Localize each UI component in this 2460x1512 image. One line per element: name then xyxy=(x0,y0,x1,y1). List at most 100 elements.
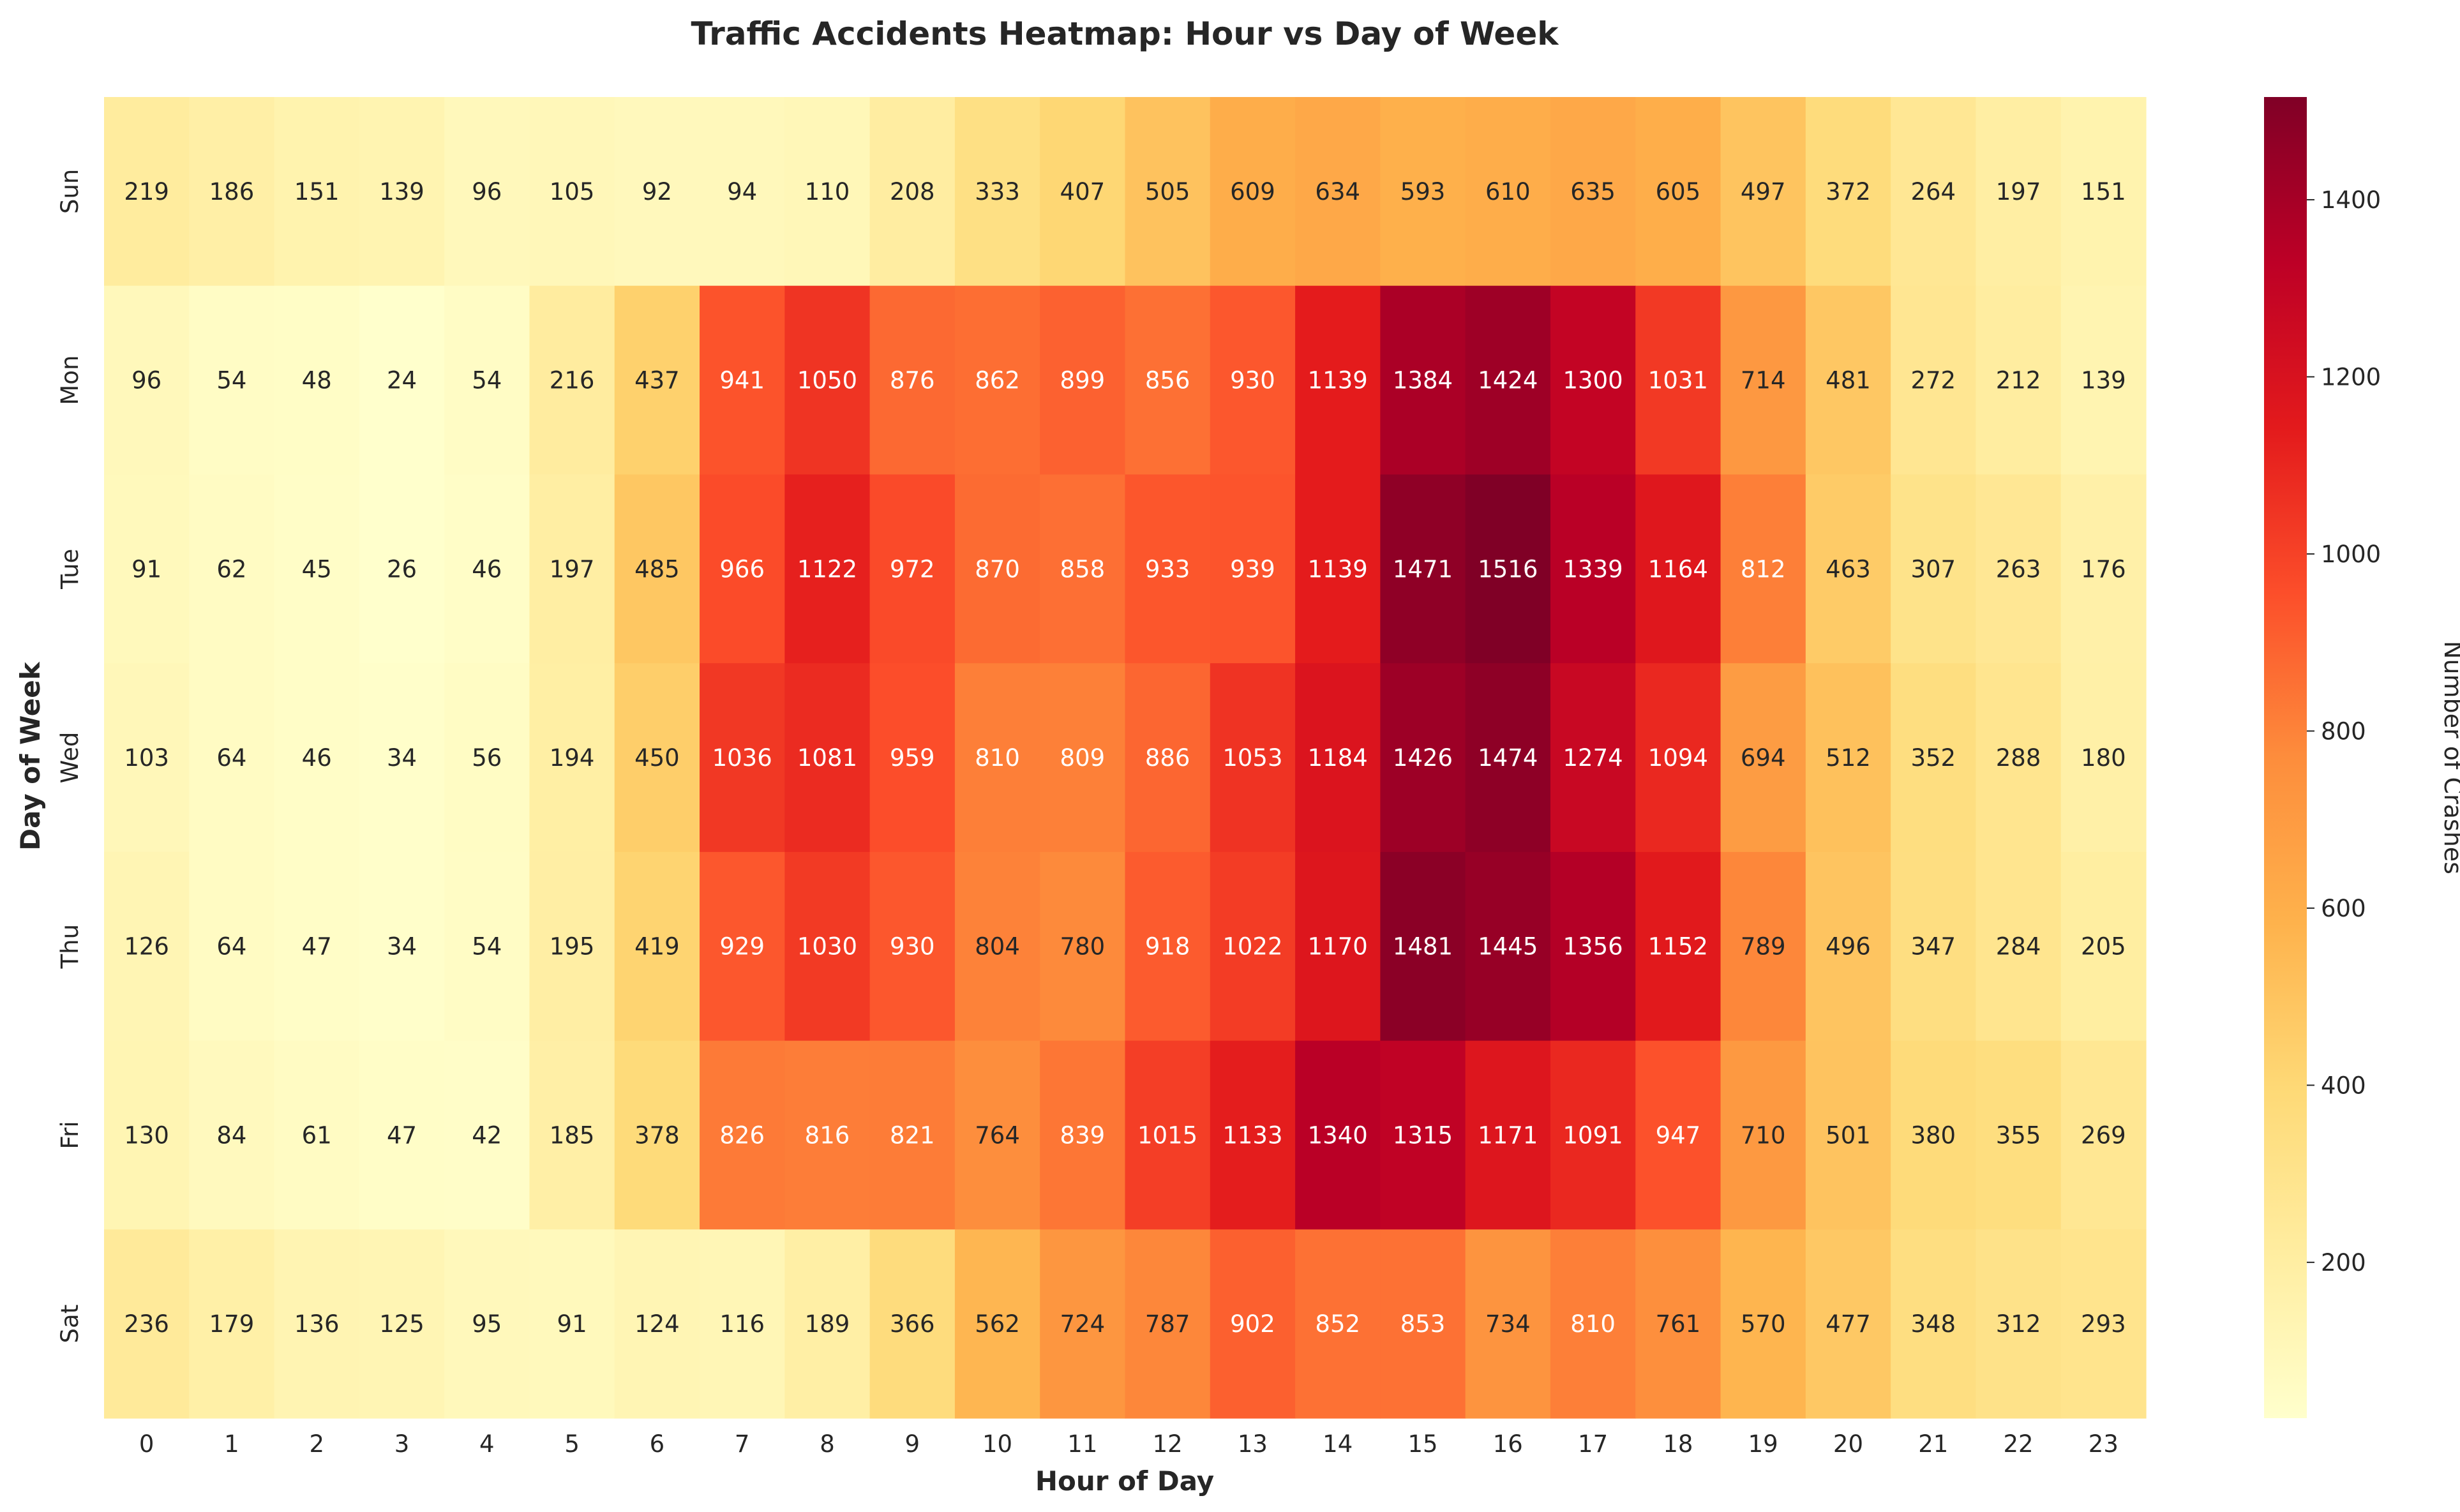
cell-value-label: 1030 xyxy=(797,933,857,961)
heatmap-cell xyxy=(2060,1040,2147,1230)
cell-value-label: 1139 xyxy=(1308,367,1368,394)
heatmap-cell xyxy=(1465,97,1551,287)
cell-value-label: 195 xyxy=(550,933,595,961)
cell-value-label: 372 xyxy=(1826,178,1871,206)
heatmap-cell xyxy=(1720,1229,1806,1419)
cell-value-label: 1152 xyxy=(1648,933,1708,961)
cell-value-label: 1091 xyxy=(1563,1121,1623,1149)
cell-value-label: 293 xyxy=(2081,1310,2126,1338)
heatmap-cell xyxy=(274,285,360,475)
heatmap-cell xyxy=(784,474,871,664)
heatmap-cell xyxy=(104,97,190,287)
cell-value-label: 1133 xyxy=(1222,1121,1282,1149)
cell-value-label: 264 xyxy=(1910,178,1956,206)
cell-value-label: 126 xyxy=(124,933,169,961)
heatmap-cell xyxy=(274,97,360,287)
heatmap-cell xyxy=(1635,474,1721,664)
heatmap-cells xyxy=(104,97,2147,1419)
heatmap-cell xyxy=(1891,1229,1977,1419)
heatmap-cell xyxy=(1295,663,1381,853)
cell-value-label: 570 xyxy=(1741,1310,1786,1338)
heatmap-cell xyxy=(2060,663,2147,853)
cell-value-label: 826 xyxy=(719,1121,765,1149)
cell-value-label: 1015 xyxy=(1137,1121,1197,1149)
cell-value-label: 1356 xyxy=(1563,933,1623,961)
heatmap-cell xyxy=(529,285,615,475)
cell-value-label: 288 xyxy=(1996,744,2041,772)
cell-value-label: 48 xyxy=(302,367,332,394)
heatmap-cell xyxy=(1465,1040,1551,1230)
cell-value-label: 1339 xyxy=(1563,555,1623,583)
heatmap-cell xyxy=(954,1040,1040,1230)
heatmap-cell xyxy=(784,97,871,287)
cell-value-label: 1053 xyxy=(1222,744,1282,772)
cell-value-label: 54 xyxy=(472,367,502,394)
cell-value-label: 839 xyxy=(1060,1121,1106,1149)
cell-value-label: 197 xyxy=(550,555,595,583)
y-axis-label: Day of Week xyxy=(15,661,46,850)
cell-value-label: 812 xyxy=(1741,555,1786,583)
cell-value-label: 1516 xyxy=(1478,555,1538,583)
heatmap-cell xyxy=(1550,474,1636,664)
heatmap-cell xyxy=(1295,1229,1381,1419)
cell-value-label: 852 xyxy=(1315,1310,1360,1338)
cell-value-label: 821 xyxy=(890,1121,935,1149)
heatmap-cell xyxy=(1210,663,1296,853)
x-tick-label: 22 xyxy=(2004,1430,2034,1458)
heatmap-cell xyxy=(104,851,190,1042)
heatmap-cell xyxy=(1125,97,1211,287)
heatmap-cell xyxy=(1040,851,1126,1042)
cell-value-label: 734 xyxy=(1485,1310,1531,1338)
cell-value-label: 347 xyxy=(1910,933,1956,961)
heatmap-cell xyxy=(359,285,445,475)
heatmap-cell xyxy=(1550,285,1636,475)
heatmap-cell xyxy=(274,851,360,1042)
heatmap-cell xyxy=(1040,474,1126,664)
heatmap-cell xyxy=(529,851,615,1042)
cell-value-label: 609 xyxy=(1230,178,1275,206)
heatmap-cell xyxy=(869,1040,956,1230)
x-tick-label: 13 xyxy=(1238,1430,1268,1458)
heatmap-cell xyxy=(954,1229,1040,1419)
cell-value-label: 333 xyxy=(975,178,1020,206)
cell-value-label: 105 xyxy=(550,178,595,206)
cell-value-label: 24 xyxy=(387,367,417,394)
cell-value-label: 96 xyxy=(472,178,502,206)
heatmap-cell xyxy=(1805,474,1891,664)
cell-value-label: 810 xyxy=(975,744,1020,772)
heatmap-cell xyxy=(1805,285,1891,475)
heatmap-cell xyxy=(274,663,360,853)
heatmap-cell xyxy=(359,663,445,853)
cell-value-label: 179 xyxy=(209,1310,255,1338)
heatmap-cell xyxy=(700,1229,785,1419)
x-tick-label: 14 xyxy=(1323,1430,1353,1458)
heatmap-cell xyxy=(189,97,275,287)
cell-value-label: 497 xyxy=(1741,178,1786,206)
cell-value-label: 437 xyxy=(634,367,680,394)
heatmap-cell xyxy=(869,851,956,1042)
heatmap-cell xyxy=(700,474,785,664)
cell-value-label: 1081 xyxy=(797,744,857,772)
cell-value-label: 185 xyxy=(550,1121,595,1149)
heatmap-cell xyxy=(1635,851,1721,1042)
heatmap-cell xyxy=(1805,97,1891,287)
cell-value-label: 46 xyxy=(472,555,502,583)
heatmap-cell xyxy=(1295,285,1381,475)
heatmap-cell xyxy=(1976,1229,2062,1419)
heatmap-cell xyxy=(529,663,615,853)
heatmap-cell xyxy=(1891,474,1977,664)
heatmap-cell xyxy=(1805,1040,1891,1230)
heatmap-cell xyxy=(189,851,275,1042)
cell-value-label: 710 xyxy=(1741,1121,1786,1149)
cell-value-label: 1094 xyxy=(1648,744,1708,772)
cell-value-label: 481 xyxy=(1826,367,1871,394)
heatmap-cell xyxy=(954,851,1040,1042)
heatmap-cell xyxy=(444,663,530,853)
cell-value-label: 933 xyxy=(1145,555,1190,583)
heatmap-cell xyxy=(954,97,1040,287)
heatmap-cell xyxy=(869,97,956,287)
cell-value-label: 1036 xyxy=(712,744,772,772)
heatmap-cell xyxy=(784,1040,871,1230)
heatmap-cell xyxy=(1976,474,2062,664)
heatmap-cell xyxy=(1635,1040,1721,1230)
